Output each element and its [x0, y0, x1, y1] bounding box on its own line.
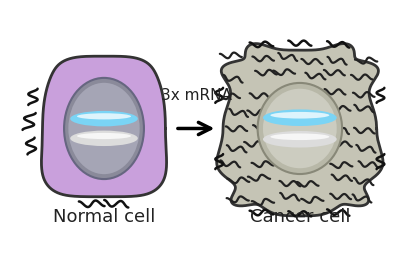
Text: Normal cell: Normal cell: [53, 208, 155, 226]
Ellipse shape: [270, 134, 329, 140]
Ellipse shape: [270, 112, 329, 119]
Ellipse shape: [70, 111, 138, 126]
Ellipse shape: [64, 78, 144, 179]
Ellipse shape: [258, 83, 342, 174]
Polygon shape: [42, 56, 166, 197]
Ellipse shape: [263, 109, 337, 126]
Text: Cancer cell: Cancer cell: [250, 208, 350, 226]
Ellipse shape: [263, 131, 337, 148]
Ellipse shape: [263, 89, 337, 168]
Polygon shape: [217, 44, 383, 216]
Ellipse shape: [77, 113, 131, 119]
Ellipse shape: [68, 83, 140, 174]
Ellipse shape: [70, 131, 138, 146]
Ellipse shape: [77, 133, 131, 139]
Text: 3x mRNA: 3x mRNA: [161, 88, 232, 103]
